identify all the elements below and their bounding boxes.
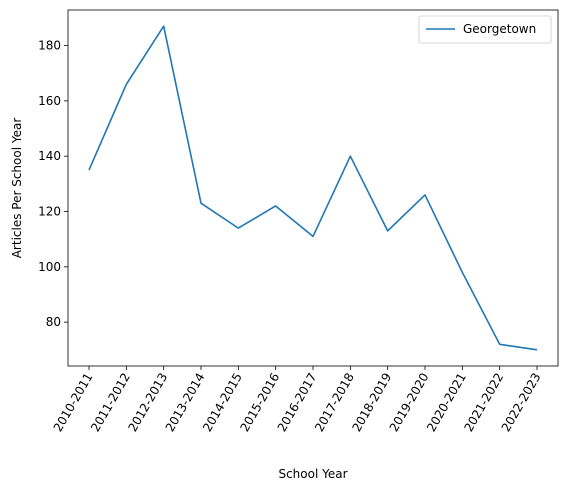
y-tick-label: 160: [38, 94, 61, 108]
x-tick-label: 2022-2023: [499, 371, 544, 435]
series-lines: [88, 25, 538, 351]
y-tick-label: 100: [38, 260, 61, 274]
x-axis: 2010-20112011-20122012-20132013-20142014…: [51, 366, 544, 434]
y-axis-label: Articles Per School Year: [10, 118, 24, 259]
series-line-georgetown: [88, 25, 538, 351]
x-axis-label: School Year: [278, 467, 347, 481]
legend-box: [418, 15, 552, 44]
y-tick-label: 140: [38, 149, 61, 163]
y-tick-label: 180: [38, 39, 61, 53]
legend: Georgetown: [418, 15, 552, 44]
plot-frame: [67, 9, 559, 367]
y-tick-label: 120: [38, 205, 61, 219]
y-tick-label: 80: [46, 315, 61, 329]
legend-label-georgetown: Georgetown: [463, 22, 536, 36]
plot-background: [68, 10, 558, 366]
y-axis: 80 100 120 140 160 180: [38, 39, 68, 329]
